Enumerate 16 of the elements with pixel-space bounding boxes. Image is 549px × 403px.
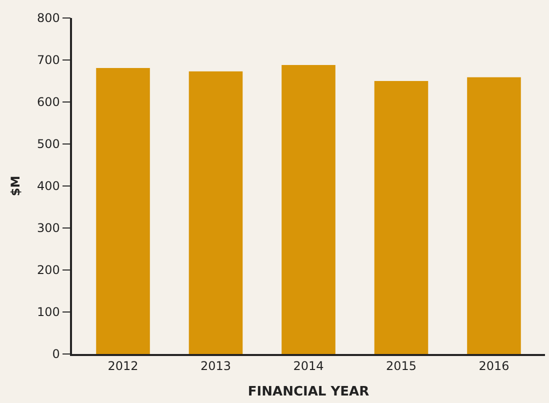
y-tick-label: 600 [36,95,60,110]
y-tick-label: 200 [36,263,60,278]
x-axis-title: FINANCIAL YEAR [248,384,370,400]
y-tick-label: 500 [36,137,60,152]
y-tick-label: 0 [52,347,60,362]
x-tick-label: 2016 [478,359,510,374]
x-tick-label: 2015 [386,359,417,374]
y-axis-title: $M [8,176,23,196]
y-tick-label: 800 [36,11,60,26]
y-tick-label: 300 [36,221,60,236]
y-tick-label: 700 [36,53,60,68]
x-tick-label: 2013 [200,359,232,374]
x-tick-label: 2014 [293,359,324,374]
x-tick-label: 2012 [108,359,138,374]
y-tick-label: 400 [36,179,60,194]
y-tick-label: 100 [36,305,60,320]
